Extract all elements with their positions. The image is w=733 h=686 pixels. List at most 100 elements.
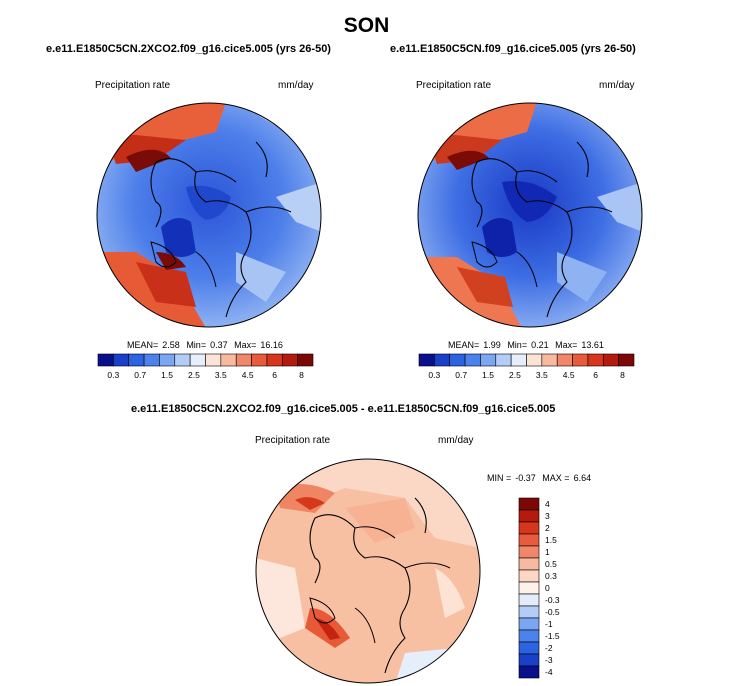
- colorbar-swatch: [143, 353, 160, 367]
- colorbar-tick-label: -3: [545, 655, 553, 665]
- colorbar-swatch: [266, 353, 283, 367]
- colorbar-tick-label: 4.5: [241, 370, 254, 380]
- colorbar-swatch: [220, 353, 237, 367]
- difference-colorbar: [518, 497, 540, 679]
- colorbar-swatch: [518, 581, 540, 595]
- colorbar-swatch: [518, 617, 540, 631]
- colorbar-swatch: [464, 353, 481, 367]
- season-title: SON: [343, 14, 390, 37]
- colorbar-swatch: [174, 353, 191, 367]
- panel2-min-label: Min=: [507, 340, 528, 350]
- panel2-mean-label: MEAN=: [448, 340, 480, 350]
- panel1-colorbar-labels: 0.3 0.7 1.5 2.5 3.5 4.5 6 8: [98, 370, 313, 382]
- colorbar-swatch: [518, 629, 540, 643]
- colorbar-swatch: [518, 497, 540, 511]
- colorbar-tick-label: 8: [620, 370, 625, 380]
- colorbar-tick-label: 0: [545, 583, 550, 593]
- colorbar-swatch: [418, 353, 435, 367]
- colorbar-tick-label: -1.5: [545, 631, 560, 641]
- colorbar-swatch: [518, 557, 540, 571]
- colorbar-tick-label: -0.3: [545, 595, 560, 605]
- panel1-mean-value: 2.58: [162, 340, 180, 350]
- panel2-stats: MEAN= 1.99 Min= 0.21 Max= 13.61: [448, 340, 608, 350]
- colorbar-swatch: [602, 353, 619, 367]
- colorbar-swatch: [518, 641, 540, 655]
- colorbar-tick-label: 1.5: [545, 535, 557, 545]
- panel1-mean-label: MEAN=: [127, 340, 159, 350]
- colorbar-swatch: [618, 353, 635, 367]
- panel1-max-label: Max=: [234, 340, 257, 350]
- colorbar-swatch: [97, 353, 114, 367]
- difference-title: e.e11.E1850C5CN.2XCO2.f09_g16.cice5.005 …: [131, 403, 556, 415]
- colorbar-swatch: [518, 545, 540, 559]
- colorbar-tick-label: 0.3: [545, 571, 557, 581]
- colorbar-swatch: [518, 593, 540, 607]
- colorbar-tick-label: 4.5: [562, 370, 575, 380]
- colorbar-tick-label: 1.5: [161, 370, 173, 380]
- difference-units-label: mm/day: [438, 435, 474, 446]
- colorbar-swatch: [113, 353, 130, 367]
- colorbar-tick-label: 3.5: [535, 370, 548, 380]
- panel2-mean-value: 1.99: [483, 340, 501, 350]
- colorbar-swatch: [189, 353, 206, 367]
- difference-min-value: -0.37: [515, 473, 536, 483]
- colorbar-tick-label: 2.5: [509, 370, 521, 380]
- panel1-title: e.e11.E1850C5CN.2XCO2.f09_g16.cice5.005 …: [46, 43, 331, 55]
- colorbar-tick-label: -2: [545, 643, 553, 653]
- colorbar-swatch: [128, 353, 145, 367]
- panel1-stats: MEAN= 2.58 Min= 0.37 Max= 16.16: [127, 340, 287, 350]
- colorbar-tick-label: 6: [593, 370, 598, 380]
- panel1-colorbar: [97, 353, 314, 367]
- colorbar-swatch: [518, 605, 540, 619]
- difference-field-label: Precipitation rate: [255, 435, 331, 446]
- colorbar-tick-label: 1.5: [482, 370, 494, 380]
- colorbar-swatch: [526, 353, 543, 367]
- colorbar-swatch: [159, 353, 176, 367]
- colorbar-tick-label: 0.3: [428, 370, 441, 380]
- panel2-min-value: 0.21: [531, 340, 549, 350]
- colorbar-swatch: [297, 353, 314, 367]
- panel2-field-label: Precipitation rate: [416, 80, 492, 91]
- colorbar-swatch: [541, 353, 558, 367]
- panel2-units-label: mm/day: [599, 80, 635, 91]
- colorbar-tick-label: 4: [545, 499, 550, 509]
- difference-polar-map: [255, 458, 481, 684]
- colorbar-tick-label: 1: [545, 547, 550, 557]
- colorbar-swatch: [556, 353, 573, 367]
- colorbar-swatch: [518, 665, 540, 679]
- difference-colorbar-labels: 4 3 2 1.5 1 0.5 0.3 0 -0.3 -0.5 -1 -1.5 -2 -3 -4: [545, 498, 575, 678]
- colorbar-swatch: [518, 653, 540, 667]
- colorbar-swatch: [518, 509, 540, 523]
- colorbar-tick-label: -4: [545, 667, 553, 677]
- colorbar-tick-label: 2: [545, 523, 550, 533]
- panel1-max-value: 16.16: [260, 340, 283, 350]
- panel2-colorbar: [418, 353, 635, 367]
- colorbar-tick-label: -0.5: [545, 607, 560, 617]
- panel1-units-label: mm/day: [278, 80, 314, 91]
- colorbar-tick-label: 0.5: [545, 559, 557, 569]
- panel1-min-value: 0.37: [210, 340, 228, 350]
- colorbar-swatch: [518, 533, 540, 547]
- colorbar-swatch: [510, 353, 527, 367]
- panel1-polar-map: [96, 102, 322, 328]
- colorbar-tick-label: 0.7: [455, 370, 468, 380]
- colorbar-tick-label: 0.7: [134, 370, 147, 380]
- colorbar-swatch: [434, 353, 451, 367]
- colorbar-swatch: [251, 353, 268, 367]
- panel2-max-value: 13.61: [581, 340, 604, 350]
- colorbar-swatch: [572, 353, 589, 367]
- colorbar-swatch: [281, 353, 298, 367]
- colorbar-tick-label: 2.5: [188, 370, 200, 380]
- difference-max-label: MAX =: [542, 473, 570, 483]
- panel1-field-label: Precipitation rate: [95, 80, 171, 91]
- colorbar-swatch: [205, 353, 222, 367]
- panel2-polar-map: [417, 102, 643, 328]
- colorbar-tick-label: 8: [299, 370, 304, 380]
- colorbar-tick-label: 3: [545, 511, 550, 521]
- colorbar-swatch: [587, 353, 604, 367]
- panel1-min-label: Min=: [186, 340, 207, 350]
- colorbar-tick-label: 3.5: [214, 370, 227, 380]
- colorbar-tick-label: 6: [272, 370, 277, 380]
- colorbar-swatch: [495, 353, 512, 367]
- colorbar-tick-label: 0.3: [107, 370, 120, 380]
